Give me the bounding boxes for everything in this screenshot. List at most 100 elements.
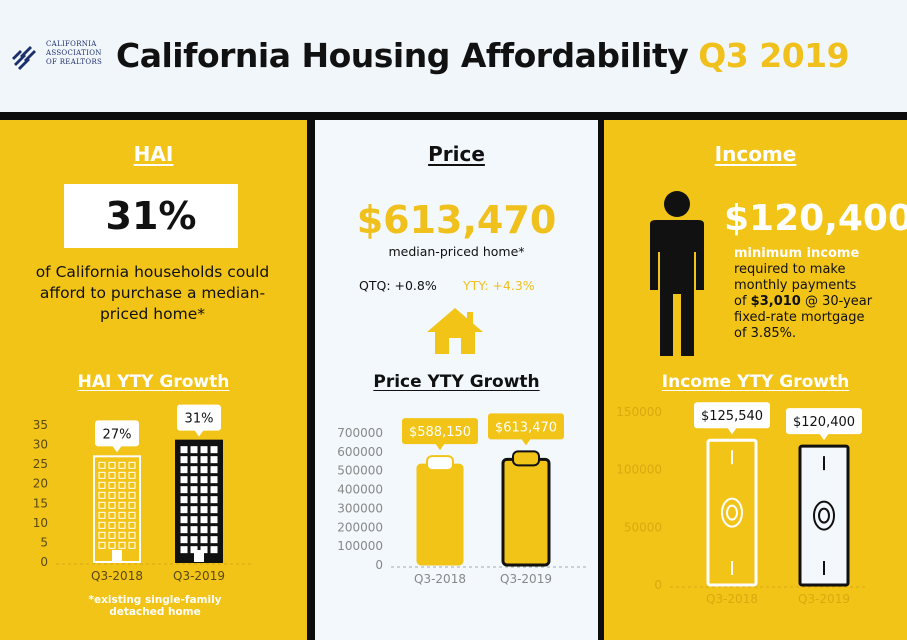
title-quarter: Q3 2019 bbox=[698, 36, 850, 75]
car-logo: CALIFORNIA ASSOCIATION OF REALTORS bbox=[10, 36, 110, 80]
building-window bbox=[98, 481, 106, 489]
building-window bbox=[190, 496, 198, 504]
hai-description: of California households could afford to… bbox=[35, 263, 270, 323]
price-label: median-priced home* bbox=[388, 244, 525, 259]
car-logo-mark-icon bbox=[12, 46, 36, 70]
building-window bbox=[180, 446, 188, 454]
bar bbox=[798, 444, 850, 587]
panel-divider-left bbox=[307, 120, 315, 640]
building-window bbox=[200, 486, 208, 494]
y-tick-label: 0 bbox=[40, 555, 48, 569]
building-window bbox=[108, 461, 116, 469]
income-line4: of $3,010 @ 30-year bbox=[734, 294, 872, 310]
x-tick-label: Q3-2019 bbox=[173, 569, 225, 583]
building-window bbox=[180, 546, 188, 554]
building-window bbox=[210, 476, 218, 484]
y-tick-label: 20 bbox=[33, 477, 48, 491]
building-window bbox=[210, 526, 218, 534]
building-window bbox=[200, 446, 208, 454]
building-window bbox=[118, 491, 126, 499]
building-window bbox=[128, 511, 136, 519]
building-window bbox=[98, 471, 106, 479]
building-window bbox=[180, 456, 188, 464]
income-line4-post: @ 30-year bbox=[800, 294, 873, 309]
building-window bbox=[98, 541, 106, 549]
data-label: $613,470 bbox=[495, 420, 557, 435]
building-window bbox=[180, 536, 188, 544]
building-window bbox=[108, 511, 116, 519]
bill-emblem-inner bbox=[818, 507, 830, 524]
y-tick-label: 5 bbox=[40, 535, 48, 549]
y-tick-label: 100000 bbox=[616, 463, 662, 477]
hai-panel: HAI 31% of California households could a… bbox=[0, 120, 307, 640]
panel-divider-right bbox=[598, 120, 604, 640]
building-window bbox=[108, 471, 116, 479]
hai-value-box: 31% bbox=[64, 184, 238, 248]
header-divider bbox=[0, 112, 907, 120]
y-tick-label: 500000 bbox=[337, 464, 383, 478]
building-window bbox=[108, 481, 116, 489]
bill-emblem bbox=[813, 500, 835, 531]
income-heading: Income bbox=[714, 142, 797, 166]
building-window bbox=[180, 486, 188, 494]
building-window bbox=[118, 521, 126, 529]
building-window bbox=[128, 521, 136, 529]
price-heading: Price bbox=[428, 142, 485, 166]
y-tick-label: 700000 bbox=[337, 426, 383, 440]
building-window bbox=[180, 496, 188, 504]
data-label-box bbox=[95, 420, 139, 447]
building-window bbox=[128, 481, 136, 489]
building-window bbox=[180, 516, 188, 524]
data-label: $588,150 bbox=[409, 425, 471, 440]
y-tick-label: 400000 bbox=[337, 483, 383, 497]
hai-chart-title: HAI YTY Growth bbox=[77, 372, 230, 392]
income-description: minimum income required to make monthly … bbox=[734, 246, 872, 342]
building-window bbox=[210, 446, 218, 454]
income-line5: fixed-rate mortgage bbox=[734, 310, 865, 325]
building-window bbox=[98, 491, 106, 499]
data-label-pointer bbox=[194, 429, 204, 437]
building-window bbox=[180, 526, 188, 534]
page-title: California Housing Affordability Q3 2019 bbox=[116, 36, 850, 75]
building-window bbox=[128, 461, 136, 469]
y-tick-label: 50000 bbox=[624, 520, 662, 534]
building-window bbox=[180, 476, 188, 484]
data-label-pointer bbox=[521, 438, 531, 446]
bill-emblem bbox=[721, 497, 743, 528]
building-window bbox=[200, 496, 208, 504]
building-window bbox=[210, 536, 218, 544]
building-window bbox=[200, 476, 208, 484]
price-yty: YTY: +4.3% bbox=[463, 278, 535, 293]
building-window bbox=[108, 521, 116, 529]
building-window bbox=[190, 516, 198, 524]
y-tick-label: 0 bbox=[654, 578, 662, 592]
building-window bbox=[128, 491, 136, 499]
building-window bbox=[200, 516, 208, 524]
y-tick-label: 150000 bbox=[616, 405, 662, 419]
data-label-pointer bbox=[819, 433, 829, 441]
y-tick-label: 100000 bbox=[337, 539, 383, 553]
building-window bbox=[210, 466, 218, 474]
data-label: 31% bbox=[185, 412, 214, 427]
building-window bbox=[210, 516, 218, 524]
building-window bbox=[210, 486, 218, 494]
building-window bbox=[98, 461, 106, 469]
hai-footnote: *existing single-family detached home bbox=[88, 594, 222, 618]
car-logo-text: CALIFORNIA ASSOCIATION OF REALTORS bbox=[46, 40, 102, 67]
bill-emblem-inner bbox=[726, 504, 738, 521]
data-label-box bbox=[177, 404, 221, 431]
income-payment: $3,010 bbox=[750, 294, 801, 309]
y-tick-label: 200000 bbox=[337, 520, 383, 534]
building-window bbox=[190, 506, 198, 514]
hai-chart: 0 5 10 15 20 25 30 35 27% Q3-2018 31% Q3-2019 bbox=[33, 404, 252, 583]
building-window bbox=[118, 541, 126, 549]
tag-hole bbox=[512, 450, 540, 467]
building-window bbox=[210, 546, 218, 554]
building-window bbox=[128, 501, 136, 509]
bar bbox=[706, 438, 758, 587]
income-line4-pre: of bbox=[734, 294, 751, 309]
building-window bbox=[200, 456, 208, 464]
building-door bbox=[194, 550, 204, 562]
building-window bbox=[200, 526, 208, 534]
building-window bbox=[200, 466, 208, 474]
